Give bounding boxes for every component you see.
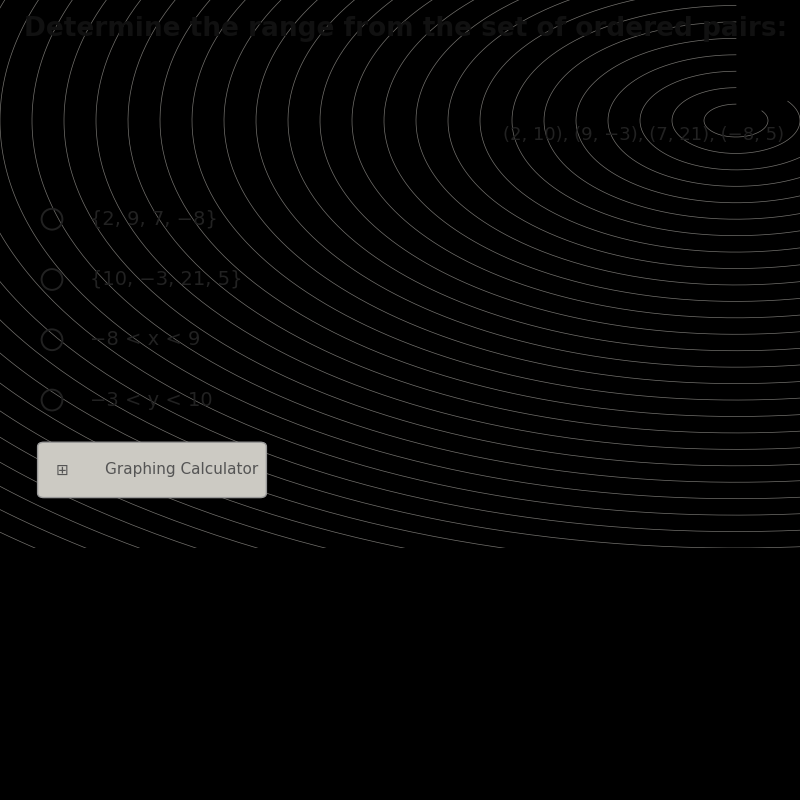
FancyBboxPatch shape [38, 442, 266, 498]
Text: ⊞: ⊞ [55, 462, 68, 478]
Text: {2, 9, 7, −8}: {2, 9, 7, −8} [90, 210, 218, 229]
Text: −8 < x < 9: −8 < x < 9 [90, 330, 201, 350]
Text: (2, 10), (9, −3), (7, 21), (−8, 5): (2, 10), (9, −3), (7, 21), (−8, 5) [503, 126, 784, 144]
Text: {10, −3, 21, 5}: {10, −3, 21, 5} [90, 270, 243, 289]
Text: −3 < y < 10: −3 < y < 10 [90, 390, 213, 410]
Text: Determine the range from the set of ordered pairs:: Determine the range from the set of orde… [24, 17, 787, 42]
Text: Graphing Calculator: Graphing Calculator [105, 462, 258, 478]
